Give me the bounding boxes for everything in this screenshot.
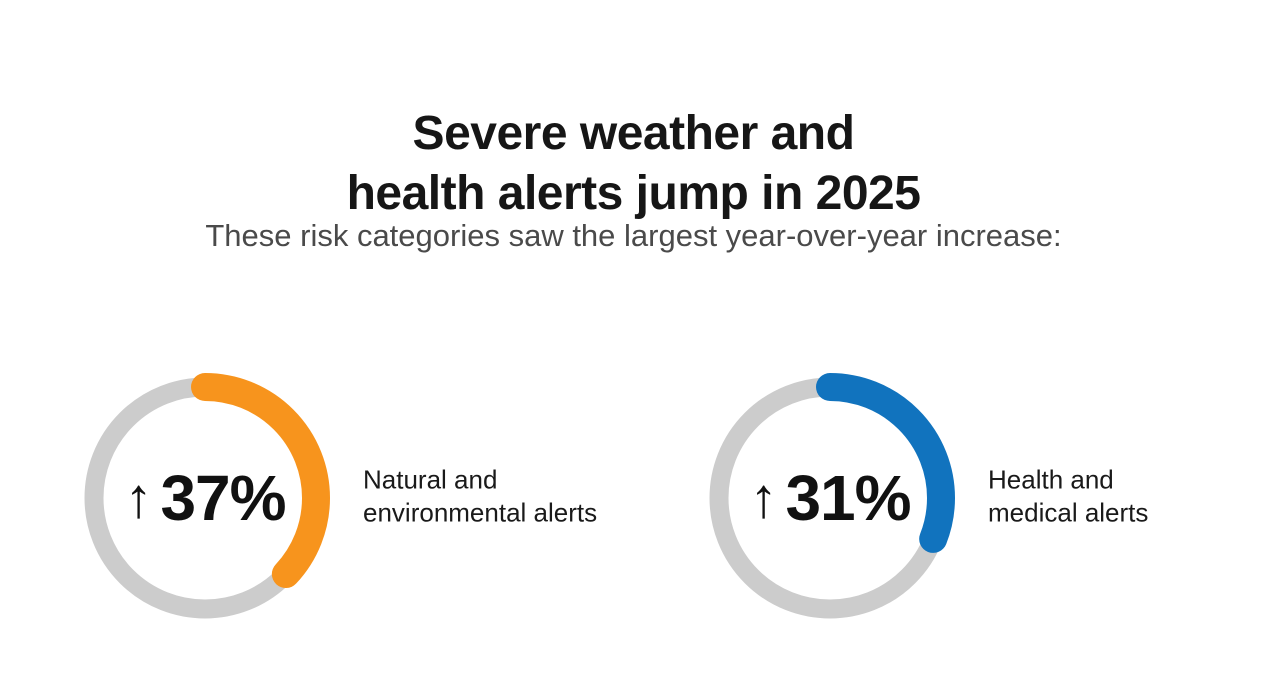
stat-value-natural: ↑ 37% bbox=[80, 373, 330, 623]
up-arrow-icon: ↑ bbox=[124, 466, 153, 529]
stat-label-natural: Natural and environmental alerts bbox=[363, 464, 597, 530]
stat-value-health: ↑ 31% bbox=[705, 373, 955, 623]
donut-health-medical: ↑ 31% bbox=[705, 373, 955, 623]
page-title: Severe weather and health alerts jump in… bbox=[0, 104, 1267, 224]
donut-value-arc bbox=[80, 373, 330, 623]
stat-label-line-2: environmental alerts bbox=[363, 497, 598, 528]
up-arrow-icon: ↑ bbox=[749, 466, 778, 529]
stat-percent: 37% bbox=[160, 462, 286, 534]
donut-natural-environmental: ↑ 37% bbox=[80, 373, 330, 623]
page-subtitle: These risk categories saw the largest ye… bbox=[205, 218, 1062, 253]
stat-label-health: Health and medical alerts bbox=[988, 464, 1148, 530]
donut-ring-svg bbox=[705, 373, 955, 623]
title-line-2: health alerts jump in 2025 bbox=[346, 167, 921, 221]
stat-label-line-1: Natural and bbox=[363, 464, 498, 495]
stat-label-line-2: medical alerts bbox=[988, 497, 1149, 528]
donut-value-arc bbox=[705, 373, 955, 623]
title-line-1: Severe weather and bbox=[412, 107, 855, 161]
donut-ring-svg bbox=[80, 373, 330, 623]
stat-percent: 31% bbox=[785, 462, 911, 534]
stat-label-line-1: Health and bbox=[988, 464, 1114, 495]
